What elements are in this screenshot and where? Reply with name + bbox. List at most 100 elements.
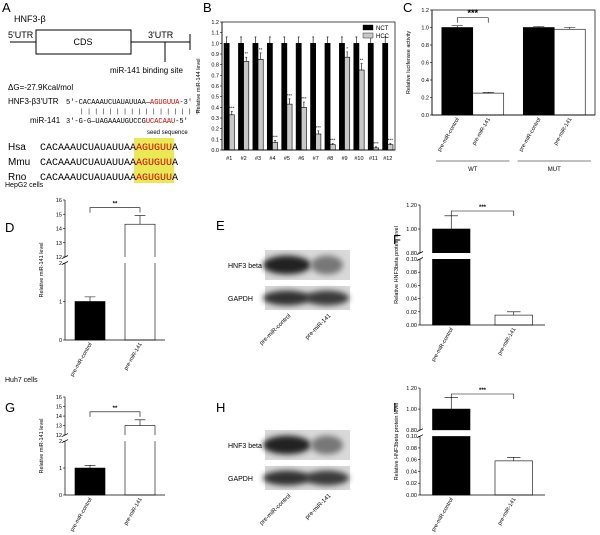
y-axis-label: Relative HNF3beta protein level xyxy=(394,226,400,304)
significance: *** xyxy=(229,106,235,111)
seed-label: seed sequence xyxy=(147,130,188,136)
y-tick-label: 0.7 xyxy=(211,73,219,79)
error-bar xyxy=(274,140,276,143)
significance: *** xyxy=(373,141,379,146)
y-axis-label: Relative miR-144 level xyxy=(196,58,202,113)
seq-part: A xyxy=(172,173,178,184)
bar xyxy=(432,408,471,496)
y-tick-label: 0.4 xyxy=(211,105,219,111)
bar xyxy=(315,133,322,151)
significance: ** xyxy=(259,47,263,52)
error-bar xyxy=(240,36,242,44)
y-tick-label: 0.8 xyxy=(421,43,429,49)
x-tick-label: #12 xyxy=(383,156,392,162)
lane-label: pre-miR-141 xyxy=(305,493,333,521)
x-tick-label: #6 xyxy=(298,156,304,162)
legend-swatch xyxy=(362,24,374,31)
error-bar xyxy=(134,419,146,426)
significance: *** xyxy=(330,138,336,143)
error-bar xyxy=(254,36,257,44)
x-tick-label: pre-miR-141 xyxy=(553,117,573,146)
mirna-sequence: 3'-G-G—UAGAAAUGUCCGUCACAAU-5' xyxy=(66,118,188,126)
y-tick-label: 1.2 xyxy=(421,8,429,14)
significance: *** xyxy=(272,134,278,139)
seq-seed: AGUGUUA xyxy=(150,99,180,107)
y-tick-label: 0.2 xyxy=(211,127,219,133)
y-tick-label: 1 xyxy=(59,466,62,472)
significance: *** xyxy=(301,96,307,101)
seq-part: 3'-G-G—UAGAAAUGUCCG xyxy=(66,118,146,126)
axis-break xyxy=(417,430,545,437)
x-tick-label: #8 xyxy=(327,156,333,162)
error-bar xyxy=(451,25,463,28)
pairing: | | | | | | | | | | | | | | | | | xyxy=(80,108,199,115)
bar xyxy=(472,92,505,116)
x-tick-label: pre-miR-control xyxy=(70,342,94,378)
y-tick-label: 0.02 xyxy=(406,310,417,316)
y-tick-label: 0.0 xyxy=(421,113,429,119)
blot-band xyxy=(311,255,343,275)
significance: ** xyxy=(113,202,118,208)
error-bar xyxy=(482,91,494,94)
species-sequence: CACAAAUCUAUAUUAAAGUGUUA xyxy=(40,143,178,154)
y-tick-label: 14 xyxy=(56,227,62,233)
x-tick-label: #9 xyxy=(341,156,347,162)
x-tick-label: pre-miR-141 xyxy=(497,497,517,526)
y-tick-label: 0.4 xyxy=(421,78,429,84)
seq-part: -5' xyxy=(175,118,188,126)
bar xyxy=(286,103,293,151)
y-tick-label: 0.06 xyxy=(406,283,417,289)
y-tick-label: 0.06 xyxy=(406,458,417,464)
species-name: Hsa xyxy=(8,142,26,153)
seq-part: A xyxy=(172,143,178,154)
x-tick-label: pre-miR-control xyxy=(518,117,542,153)
lane-label: pre-miR-control xyxy=(259,313,292,346)
seq-part: CACAAAUCUAUAUUAA xyxy=(40,173,136,184)
y-tick-label: 12 xyxy=(56,255,62,261)
error-bar xyxy=(533,26,545,28)
seq-part: -3' xyxy=(179,99,192,107)
significance: ** xyxy=(360,58,364,63)
y-tick-label: 2 xyxy=(59,439,62,445)
x-tick-label: #1 xyxy=(226,156,232,162)
bar xyxy=(228,114,235,151)
legend-label: HCC xyxy=(376,34,390,40)
seq-part: 5'-CACAAAUCUAUAUUAA— xyxy=(66,99,151,107)
band-label: HNF3 beta xyxy=(228,263,262,270)
y-tick-label: 0.80 xyxy=(406,251,417,257)
legend-label: NCT xyxy=(376,26,389,32)
bar xyxy=(74,467,106,496)
target-label: HNF3-β3'UTR xyxy=(8,97,59,106)
seq-seed: AGUGUU xyxy=(136,173,172,184)
y-tick-label: 0.10 xyxy=(406,434,417,440)
error-bar xyxy=(245,56,248,62)
bar xyxy=(329,144,336,151)
bar xyxy=(432,228,471,326)
break-mark xyxy=(61,433,69,437)
bar xyxy=(74,301,106,341)
y-tick-label: 13 xyxy=(56,424,62,430)
x-tick-label: pre-miR-control xyxy=(431,497,455,533)
error-bar xyxy=(444,215,458,229)
blot-band xyxy=(305,470,349,486)
bar xyxy=(494,314,533,326)
y-tick-label: 0 xyxy=(59,338,62,344)
panel-letter: I xyxy=(393,400,397,415)
significance: *** xyxy=(479,205,487,211)
y-tick-label: 0.3 xyxy=(211,116,219,122)
panel-letter: B xyxy=(203,0,212,15)
panel-letter: H xyxy=(216,400,225,415)
bar xyxy=(243,61,250,151)
y-tick-label: 13 xyxy=(56,241,62,247)
x-tick-label: pre-miR-control xyxy=(437,117,461,153)
y-tick-label: 0.5 xyxy=(211,95,219,101)
binding-site-label: miR-141 binding site xyxy=(110,66,183,75)
blot-band xyxy=(263,470,311,486)
error-bar xyxy=(564,27,576,30)
y-tick-label: 0.2 xyxy=(421,96,429,102)
delta-g: ΔG=-27.9Kcal/mol xyxy=(8,83,73,92)
y-tick-label: 1.2 xyxy=(211,20,219,26)
y-tick-label: 15 xyxy=(56,405,62,411)
panel-letter: F xyxy=(393,232,401,247)
y-axis-label: Relative luciferase activity xyxy=(406,31,412,95)
